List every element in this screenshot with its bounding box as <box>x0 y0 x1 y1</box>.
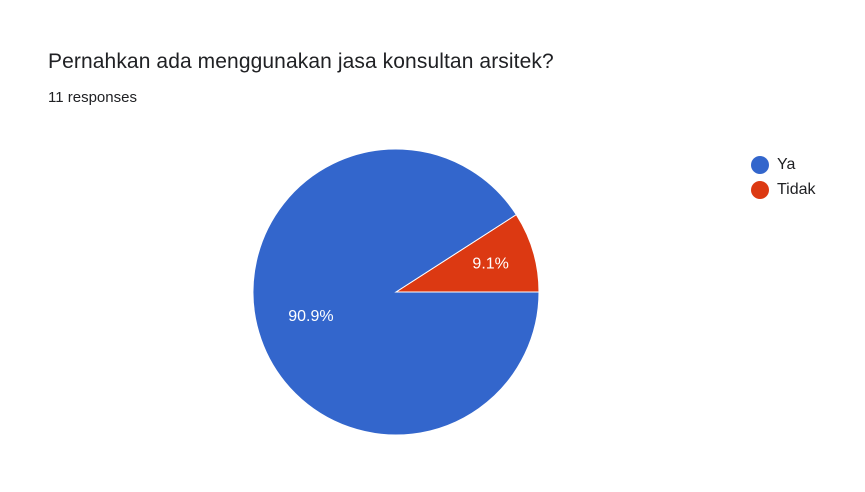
slice-label-tidak: 9.1% <box>472 255 508 272</box>
legend-item-tidak[interactable]: Tidak <box>751 177 816 202</box>
legend-swatch-ya <box>751 155 769 174</box>
pie-slices <box>252 148 540 436</box>
legend: Ya Tidak <box>751 152 816 202</box>
question-title: Pernahkan ada menggunakan jasa konsultan… <box>48 50 554 73</box>
response-count: 11 responses <box>48 89 137 106</box>
pie-slice-ya[interactable] <box>252 148 540 436</box>
pie-labels: 9.1% 90.9% <box>288 255 509 325</box>
pie-slice-tidak[interactable] <box>394 213 540 293</box>
legend-item-ya[interactable]: Ya <box>751 152 816 177</box>
legend-label-tidak: Tidak <box>777 180 816 198</box>
legend-label-ya: Ya <box>777 155 796 173</box>
slice-label-ya: 90.9% <box>288 308 333 325</box>
legend-swatch-tidak <box>751 180 769 199</box>
